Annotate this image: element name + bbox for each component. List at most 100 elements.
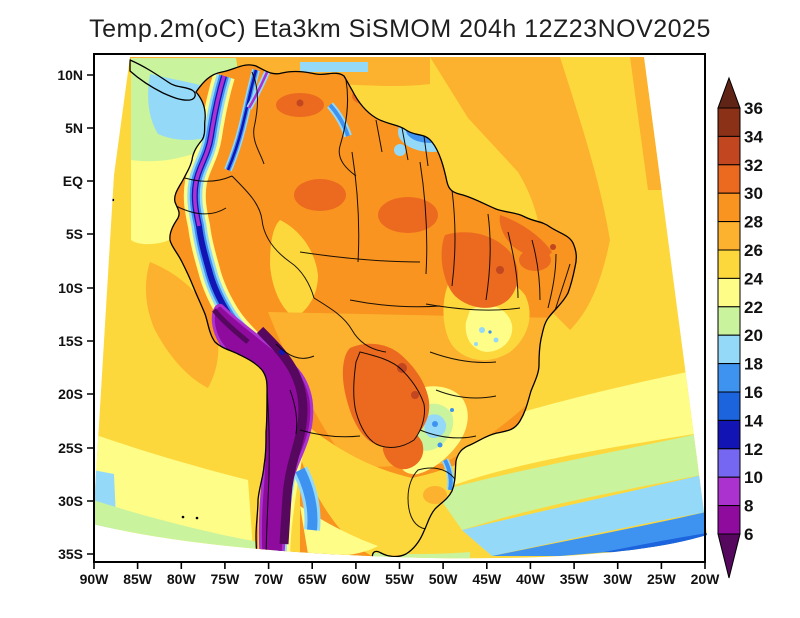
x-tick-label: 35W: [560, 571, 590, 587]
x-tick-label: 65W: [298, 571, 328, 587]
temp-speck: [394, 144, 406, 156]
andes-coldest-core: [256, 326, 308, 545]
colorbar-cell: [717, 221, 741, 251]
temp-region: [300, 62, 368, 72]
temp-speck: [493, 337, 499, 343]
colorbar-cell: [717, 164, 741, 194]
page-title: Temp.2m(oC) Eta3km SiSMOM 204h 12Z23NOV2…: [89, 15, 711, 43]
x-tick-label: 60W: [342, 571, 372, 587]
colorbar-label: 14: [744, 411, 763, 430]
temp-region: [630, 57, 662, 190]
colorbar-cell: [717, 476, 741, 507]
temp-speck: [450, 408, 454, 412]
x-tick-label: 70W: [254, 571, 284, 587]
y-tick-label: 5N: [65, 120, 83, 136]
temp-speck: [479, 327, 485, 333]
x-tick-label: 75W: [211, 571, 241, 587]
colorbar: 36 34 32 30 28 26 24 22 20 18 16 14 12 1…: [717, 76, 763, 579]
central-america: [129, 59, 196, 101]
colorbar-cell: [717, 277, 741, 308]
y-tick-label: 5S: [66, 226, 83, 242]
colorbar-label: 10: [744, 468, 763, 487]
y-tick-label: 10S: [58, 280, 83, 296]
temp-region: [270, 220, 318, 318]
temp-region: [382, 429, 424, 470]
x-tick-label: 85W: [123, 571, 153, 587]
y-tick-label: 25S: [58, 440, 83, 456]
temp-region: [465, 305, 513, 352]
colorbar-label: 34: [744, 127, 763, 146]
temp-region: [342, 343, 430, 448]
colorbar-cell: [717, 419, 741, 450]
y-tick-label: EQ: [63, 173, 83, 189]
andes-cold-band: [183, 68, 321, 559]
colorbar-label: 26: [744, 241, 763, 260]
temp-region: [145, 262, 219, 388]
temp-region: [462, 474, 706, 556]
temp-speck: [411, 391, 419, 399]
colorbar-label: 24: [744, 269, 763, 288]
x-tick-label: 55W: [385, 571, 415, 587]
colorbar-labels: 36 34 32 30 28 26 24 22 20 18 16 14 12 1…: [744, 99, 763, 544]
colorbar-label: 18: [744, 355, 763, 374]
colorbar-cell: [717, 448, 741, 478]
x-tick-label: 80W: [167, 571, 197, 587]
x-axis: 90W 85W 80W 75W 70W 65W 60W 55W 50W 45W …: [80, 571, 721, 587]
colorbar-cell: [717, 391, 741, 421]
temp-speck: [397, 363, 407, 373]
temp-region: [499, 215, 552, 258]
temp-region: [441, 232, 519, 308]
colorbar-top-arrow: [717, 76, 741, 109]
x-tick-label: 45W: [472, 571, 502, 587]
colorbar-label: 30: [744, 184, 763, 203]
colorbar-cell: [717, 505, 741, 535]
axis-ticks: [87, 74, 706, 569]
temp-speck: [488, 330, 492, 334]
x-tick-label: 25W: [647, 571, 677, 587]
x-tick-label: 30W: [603, 571, 633, 587]
temp-speck: [437, 442, 443, 448]
colorbar-label: 22: [744, 298, 763, 317]
temp-speck: [296, 99, 304, 107]
temp-region: [443, 459, 453, 491]
temp-speck: [474, 342, 478, 346]
temp-region: [435, 432, 706, 530]
colorbar-cell: [717, 363, 741, 393]
temperature-field: [93, 57, 707, 559]
colorbar-label: 16: [744, 383, 763, 402]
colorbar-label: 20: [744, 326, 763, 345]
y-tick-label: 20S: [58, 386, 83, 402]
temp-speck: [432, 421, 438, 427]
x-tick-label: 50W: [429, 571, 459, 587]
y-tick-label: 10N: [57, 67, 83, 83]
temp-region: [420, 368, 706, 492]
temp-speck: [496, 266, 504, 274]
colorbar-bottom-arrow: [717, 533, 741, 579]
x-tick-label: 90W: [80, 571, 110, 587]
colorbar-label: 6: [744, 525, 753, 544]
colorbar-label: 36: [744, 99, 763, 118]
colorbar-cell: [717, 249, 741, 279]
temp-speck: [550, 244, 556, 250]
temp-region: [328, 103, 350, 137]
colorbar-cell: [717, 334, 741, 365]
colorbar-cell: [717, 306, 741, 336]
coastline: [129, 59, 577, 559]
temp-region: [294, 179, 346, 211]
colorbar-label: 8: [744, 497, 753, 516]
colorbar-cell: [717, 135, 741, 166]
x-tick-label: 40W: [516, 571, 546, 587]
y-tick-label: 35S: [58, 546, 83, 562]
colorbar-label: 32: [744, 156, 763, 175]
colorbar-cell: [717, 192, 741, 223]
colorbar-cell: [717, 107, 741, 137]
colorbar-label: 12: [744, 440, 763, 459]
y-axis: 10N 5N EQ 5S 10S 15S 20S 25S 30S 35S: [57, 67, 83, 562]
y-tick-label: 15S: [58, 333, 83, 349]
x-tick-label: 20W: [691, 571, 721, 587]
colorbar-label: 28: [744, 213, 763, 232]
country-borders: [175, 71, 571, 559]
y-tick-label: 30S: [58, 493, 83, 509]
